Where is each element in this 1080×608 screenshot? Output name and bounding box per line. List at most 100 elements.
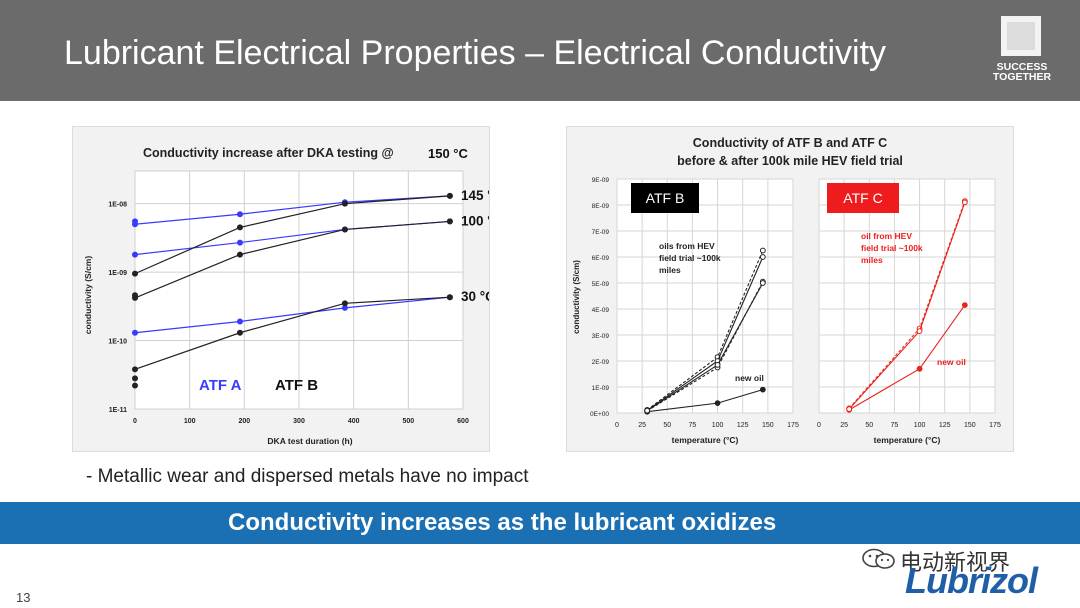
chart2-data-point	[714, 362, 721, 368]
chart1-ylabel: conductivity (S/cm)	[83, 256, 93, 335]
chart2-xtick: 100	[914, 422, 926, 429]
page-number: 13	[16, 590, 31, 605]
chart1-xtick: 0	[133, 418, 137, 425]
bullet-text: - Metallic wear and dispersed metals hav…	[86, 466, 529, 487]
lubrizol-logo: Lubrizol	[905, 560, 1038, 601]
chart1-data-point	[236, 239, 243, 246]
chart1-temperature-label: 145 °C	[461, 188, 489, 203]
chart2-ytick: 6E-09	[592, 255, 610, 262]
atf-b-annotation-3: miles	[659, 265, 681, 275]
watermark-text: 电动新视界	[900, 550, 1011, 575]
chart1-data-point	[236, 318, 243, 325]
chart2-xtick: 0	[615, 422, 619, 429]
chart1-series-line	[134, 220, 450, 299]
chart1-data-point	[341, 304, 348, 311]
atf-b-annotation-1: oils from HEV	[659, 241, 715, 251]
chart1-data-point	[446, 294, 453, 301]
chart1-xlabel: DKA test duration (h)	[267, 436, 352, 446]
chart2-title-line2: before & after 100k mile HEV field trial	[677, 154, 903, 168]
chart2-data-point	[759, 254, 766, 260]
chart2-data-point	[644, 407, 651, 414]
chart1-data-point	[132, 270, 138, 277]
chart1-temperature-label: 100 °C	[461, 213, 489, 228]
chart2-ytick: 3E-09	[592, 333, 610, 340]
conclusion-text: Conductivity increases as the lubricant …	[228, 509, 777, 536]
chart1-xtick: 400	[348, 418, 360, 425]
chart2-xtick: 175	[989, 422, 1001, 429]
atf-c-label: ATF C	[843, 190, 882, 206]
chart2-data-point	[714, 400, 721, 407]
chart2-ytick: 9E-09	[592, 177, 610, 184]
atf-c-new-oil: new oil	[937, 357, 966, 367]
atf-b-label: ATF B	[646, 190, 685, 206]
chart1-data-point	[341, 226, 348, 233]
chart1-series-line	[134, 296, 450, 370]
chart2-title-line1: Conductivity of ATF B and ATF C	[693, 136, 887, 150]
chart1-ytick: 1E-11	[109, 407, 127, 414]
chart1-temperature-label: 30 °C	[461, 289, 489, 304]
logo-text: SUCCESS TOGETHER	[984, 61, 1060, 83]
chart2-ytick: 5E-09	[592, 281, 610, 288]
chart2-plot-area	[616, 178, 794, 414]
logo-text-line2: TOGETHER	[992, 71, 1052, 83]
chart2-xtick: 125	[939, 422, 951, 429]
chart2-data-point	[961, 199, 968, 206]
chart2-xtick: 150	[762, 422, 774, 429]
dka-chart-panel: Conductivity increase after DKA testing …	[72, 126, 490, 452]
chart1-series-line	[134, 195, 450, 275]
chart2-xtick: 50	[663, 422, 671, 429]
chart2-xlabel-c: temperature (°C)	[874, 435, 941, 445]
chart2-data-point	[759, 386, 766, 393]
logo-text-line1: SUCCESS	[996, 61, 1048, 73]
chart2-xtick: 25	[638, 422, 646, 429]
chart2-ytick: 1E-09	[592, 385, 610, 392]
chart2-xtick: 0	[817, 422, 821, 429]
chart2-xtick: 100	[712, 422, 724, 429]
chart1-data-point	[132, 292, 138, 299]
slide-title: Lubricant Electrical Properties – Electr…	[64, 34, 887, 72]
chart1-xtick: 300	[293, 418, 305, 425]
chart2-ylabel: conductivity (S/cm)	[572, 260, 581, 334]
chart1-ytick: 1E-08	[108, 202, 127, 209]
chart1-data-point	[341, 200, 348, 207]
chart2-ytick: 0E+00	[590, 411, 609, 418]
chart1-data-point	[132, 375, 138, 382]
chart1-ytick: 1E-09	[108, 270, 127, 277]
chart1-title: Conductivity increase after DKA testing …	[143, 146, 394, 160]
chart2-data-point	[961, 302, 968, 309]
chart2-xtick: 75	[891, 422, 899, 429]
chart2-xtick: 150	[964, 422, 976, 429]
legend-atf-a: ATF A	[199, 377, 242, 394]
chart1-data-point	[132, 218, 138, 225]
field-trial-conductivity-chart: Conductivity of ATF B and ATF C before &…	[572, 136, 1001, 445]
chart2-data-point	[759, 247, 766, 254]
dka-conductivity-chart: Conductivity increase after DKA testing …	[83, 146, 489, 446]
chart2-xtick: 175	[787, 422, 799, 429]
chart1-data-point	[236, 224, 243, 231]
chart1-xtick: 500	[402, 418, 414, 425]
chart1-xtick: 600	[457, 418, 469, 425]
chart2-data-point	[846, 406, 853, 413]
chart2-ytick: 4E-09	[592, 307, 610, 314]
chart1-data-point	[132, 382, 138, 389]
success-together-logo-icon	[1001, 16, 1041, 56]
chart2-data-point	[916, 365, 923, 372]
atf-c-annotation-3: miles	[861, 255, 883, 265]
field-trial-chart-panel: Conductivity of ATF B and ATF C before &…	[566, 126, 1014, 452]
chart2-data-point	[759, 280, 766, 286]
chart2-data-point	[916, 328, 923, 335]
slide-header	[0, 0, 1080, 101]
chart2-ytick: 7E-09	[592, 229, 610, 236]
chart1-data-point	[236, 329, 243, 336]
chart1-data-point	[236, 251, 243, 258]
wechat-icon	[862, 548, 895, 569]
conclusion-banner	[0, 502, 1080, 544]
chart2-xtick: 75	[689, 422, 697, 429]
chart1-ytick: 1E-10	[108, 339, 127, 346]
legend-atf-b: ATF B	[275, 377, 318, 394]
chart1-data-point	[446, 218, 453, 225]
chart1-data-point	[132, 251, 138, 258]
chart1-data-point	[236, 211, 243, 218]
atf-b-new-oil: new oil	[735, 373, 764, 383]
chart1-data-point	[341, 300, 348, 307]
